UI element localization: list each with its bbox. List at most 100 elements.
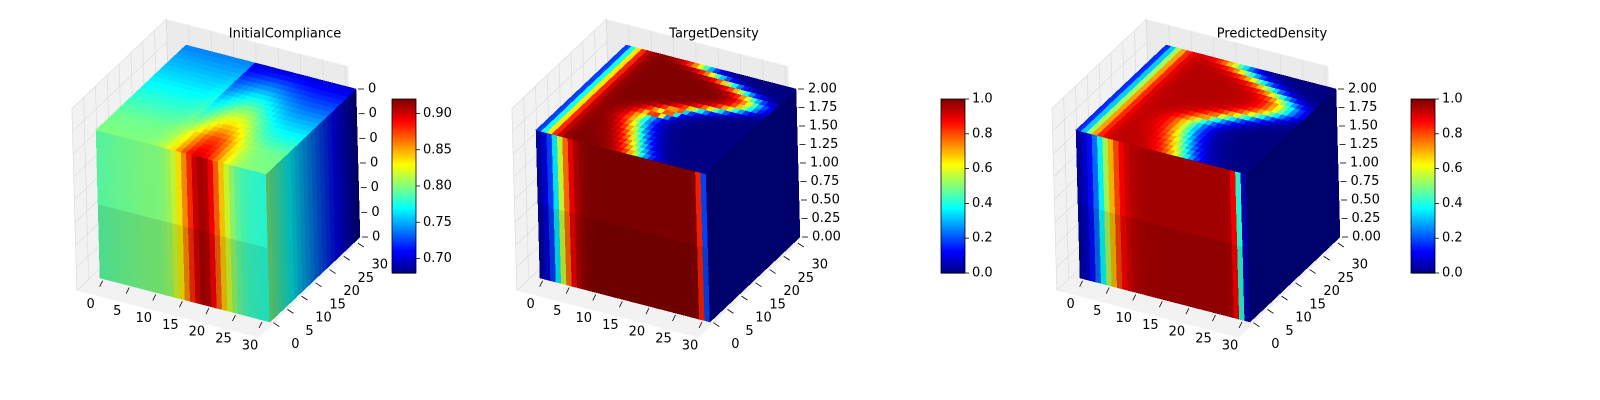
voxel-front xyxy=(134,181,141,195)
voxel-front xyxy=(684,168,691,181)
voxel-front xyxy=(690,201,697,214)
voxel-front xyxy=(1196,286,1203,300)
voxel-front xyxy=(1150,148,1157,162)
voxel-front xyxy=(1188,200,1195,214)
voxel-front xyxy=(119,230,126,243)
voxel-front xyxy=(1194,223,1201,236)
y-tick-label: 25 xyxy=(1337,271,1354,286)
voxel-front xyxy=(157,250,164,264)
voxel-front xyxy=(245,210,252,224)
voxel-front xyxy=(173,275,180,289)
voxel-front xyxy=(154,144,161,158)
voxel-front xyxy=(155,187,162,200)
voxel-front xyxy=(125,263,132,277)
voxel-front xyxy=(113,186,120,200)
colorbar-segment xyxy=(392,162,416,165)
voxel-front xyxy=(695,170,702,184)
voxel-front xyxy=(1178,240,1186,253)
colorbar-segment xyxy=(392,159,416,162)
voxel-front xyxy=(175,160,182,174)
colorbar-segment xyxy=(392,239,416,242)
voxel-front xyxy=(1109,211,1116,225)
voxel-front xyxy=(1209,216,1217,230)
voxel-front xyxy=(1231,243,1238,257)
voxel-front xyxy=(568,159,575,172)
colorbar-segment xyxy=(392,113,416,116)
voxel-front xyxy=(257,244,264,258)
voxel-front xyxy=(223,173,230,186)
voxel-front xyxy=(1220,198,1227,212)
voxel-front xyxy=(162,262,169,276)
voxel-front xyxy=(663,162,670,176)
voxel-front xyxy=(1127,279,1134,293)
voxel-front xyxy=(618,245,625,259)
voxel-front xyxy=(1167,195,1174,208)
voxel-front xyxy=(1194,244,1202,258)
voxel-front xyxy=(1159,287,1166,301)
voxel-front xyxy=(618,255,625,269)
gridline xyxy=(511,108,518,291)
voxel-front xyxy=(1151,201,1158,215)
voxel-front xyxy=(175,150,182,163)
voxel-front xyxy=(1099,240,1106,254)
voxel-front xyxy=(600,188,607,202)
x-tick-label: 15 xyxy=(1142,318,1159,333)
voxel-front xyxy=(695,181,702,195)
voxel-front xyxy=(659,235,667,248)
voxel-front xyxy=(1100,262,1107,275)
voxel-front xyxy=(1097,145,1104,159)
voxel-front xyxy=(589,175,596,188)
voxel-front xyxy=(675,239,682,253)
voxel-front xyxy=(1163,257,1170,271)
z-tick-label: 0.25 xyxy=(1352,211,1381,226)
voxel-front xyxy=(696,234,703,247)
voxel-front xyxy=(586,258,593,271)
voxel-front xyxy=(1233,306,1240,320)
voxel-front xyxy=(242,304,250,317)
colorbar-segment xyxy=(392,120,416,123)
voxel-front xyxy=(130,233,137,246)
gridline xyxy=(71,19,167,109)
voxel-front xyxy=(1174,260,1181,273)
voxel-front xyxy=(576,255,583,269)
voxel-front xyxy=(199,250,206,264)
voxel-front xyxy=(674,186,681,200)
colorbar-segment xyxy=(392,215,416,218)
voxel-front xyxy=(109,248,116,262)
voxel-front xyxy=(1124,184,1131,197)
voxel-front xyxy=(647,169,654,182)
voxel-front xyxy=(1158,266,1165,280)
colorbar-segment xyxy=(392,154,416,157)
x-tick-label: 20 xyxy=(1169,325,1186,340)
voxel-front xyxy=(664,215,671,229)
voxel-front xyxy=(140,214,147,228)
voxel-front xyxy=(697,266,704,279)
voxel-front xyxy=(626,184,634,198)
voxel-front xyxy=(118,188,125,201)
z-tick-label: 0 xyxy=(371,180,379,195)
voxel-front xyxy=(677,281,684,295)
voxel-front xyxy=(1173,217,1180,231)
colorbar-segment xyxy=(392,244,416,247)
voxel-front xyxy=(1141,209,1148,223)
chart-title: PredictedDensity xyxy=(1217,27,1328,42)
voxel-front xyxy=(219,203,226,217)
voxel-front xyxy=(1179,261,1186,275)
voxel-front xyxy=(596,229,603,242)
voxel-front xyxy=(1086,132,1093,146)
voxel-front xyxy=(592,270,599,283)
voxel-front xyxy=(629,269,636,282)
voxel-front xyxy=(113,197,120,210)
voxel-front xyxy=(162,273,170,286)
voxel-front xyxy=(171,212,178,225)
voxel-front xyxy=(255,170,262,184)
voxel-front xyxy=(1232,264,1239,278)
voxel-front xyxy=(599,156,606,170)
voxel-front xyxy=(1193,181,1200,194)
panel-0: 0 5 10 15 20 25 30 0510152025300000000InitialCo… xyxy=(71,19,452,353)
voxel-front xyxy=(1236,213,1243,226)
voxel-front xyxy=(578,140,585,154)
voxel-front xyxy=(1145,179,1152,192)
voxel-front xyxy=(1135,176,1142,190)
voxel-front xyxy=(144,173,151,187)
